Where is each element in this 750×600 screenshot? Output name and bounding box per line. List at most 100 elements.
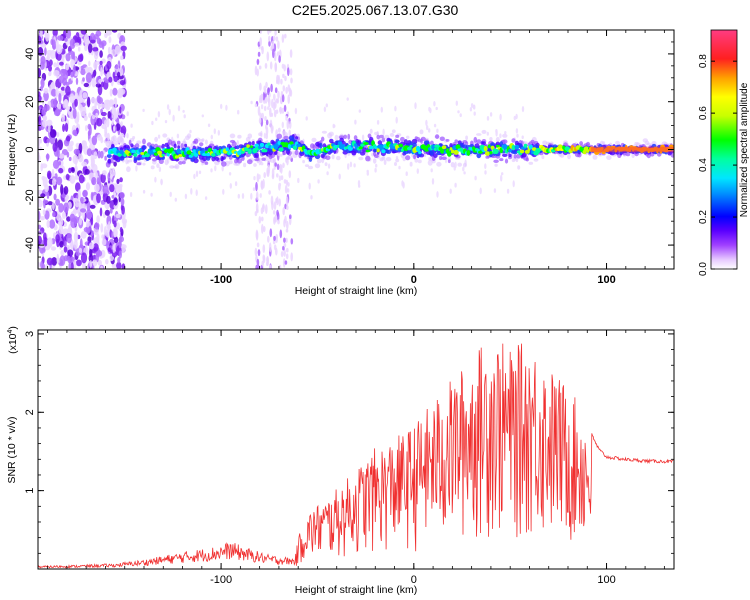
- spectrogram-noise-cell: [68, 156, 72, 162]
- spectrogram-noise-cell: [83, 227, 90, 233]
- spectrogram-noise-cell: [256, 258, 260, 266]
- spectrogram-band-cell: [646, 142, 651, 146]
- spectrogram-noise-cell: [40, 216, 45, 221]
- spectrogram-noise-cell: [182, 109, 185, 113]
- spectrogram-band-cell: [409, 144, 413, 148]
- spectrogram-band-cell: [499, 158, 504, 162]
- spectrogram-band-cell: [132, 136, 136, 140]
- spectrogram-band-cell: [499, 141, 504, 147]
- spectrogram-noise-cell: [90, 216, 94, 226]
- spectrogram-band-cell: [412, 142, 417, 148]
- spectrogram-noise-cell: [65, 85, 71, 96]
- spectrogram-noise-cell: [270, 112, 274, 117]
- spectrogram-band-cell: [462, 162, 467, 168]
- spectrogram-noise-cell: [48, 71, 52, 77]
- spectrogram-noise-cell: [276, 173, 279, 178]
- spectrogram-band-cell: [360, 151, 366, 156]
- spectrogram-noise-cell: [100, 111, 107, 117]
- spectrogram-noise-cell: [99, 150, 104, 159]
- spectrogram-noise-cell: [88, 112, 92, 119]
- spectrogram-noise-cell: [214, 165, 217, 172]
- spectrogram-noise-cell: [280, 175, 284, 181]
- spectrogram-band-cell: [229, 133, 236, 139]
- spectrogram-noise-cell: [221, 165, 224, 172]
- spectrogram-noise-cell: [119, 132, 125, 138]
- spectrogram-band-cell: [493, 148, 499, 154]
- spectrogram-noise-cell: [236, 140, 239, 147]
- spectrogram-noise-cell: [155, 117, 158, 121]
- spectrogram-noise-cell: [60, 184, 64, 195]
- spectrogram-noise-cell: [40, 55, 46, 65]
- spectrogram-noise-cell: [116, 178, 120, 184]
- spectrogram-noise-cell: [261, 216, 264, 222]
- spectrogram-noise-cell: [40, 193, 46, 198]
- spectrogram-band-cell: [162, 133, 168, 138]
- spectrogram-noise-cell: [262, 244, 266, 254]
- spectrogram-noise-cell: [52, 211, 56, 218]
- spectrogram-noise-cell: [264, 88, 267, 94]
- spectrogram-noise-cell: [53, 62, 57, 68]
- spectrogram-noise-cell: [428, 128, 431, 133]
- spectrogram-noise-cell: [338, 173, 341, 180]
- spectrogram-band-cell: [311, 137, 317, 143]
- spectrogram-band-cell: [173, 143, 177, 149]
- spectrogram-noise-cell: [157, 134, 161, 139]
- spectrogram-band-cell: [406, 149, 413, 154]
- spectrogram-band-cell: [112, 135, 117, 142]
- spectrogram-band-cell: [324, 162, 328, 167]
- spectrogram-band-cell: [260, 162, 264, 166]
- spectrogram-noise-cell: [457, 110, 460, 114]
- spectrogram-band-cell: [150, 165, 155, 170]
- spectrogram-noise-cell: [52, 159, 60, 169]
- spectrogram-noise-cell: [119, 226, 123, 233]
- spectrogram-band-cell: [395, 158, 400, 163]
- spectrogram-noise-cell: [430, 168, 433, 173]
- spectrogram-band-cell: [170, 147, 174, 153]
- spectrogram-band-cell: [205, 152, 211, 157]
- spectrogram-noise-cell: [89, 204, 96, 209]
- spectrogram-noise-cell: [254, 211, 258, 217]
- spectrogram-band-cell: [304, 164, 310, 168]
- spectrogram-band-cell: [407, 146, 412, 151]
- spectrogram-noise-cell: [117, 257, 121, 264]
- spectrogram-band-cell: [504, 158, 509, 164]
- spectrogram-noise-cell: [55, 198, 60, 206]
- colorbar-label: Normalized spectral amplitude: [739, 82, 750, 217]
- spectrogram-band-cell: [466, 149, 471, 156]
- spectrogram-noise-cell: [268, 35, 271, 42]
- spectrogram-noise-cell: [376, 120, 380, 125]
- spectrogram-noise-cell: [210, 134, 213, 140]
- spectrogram-noise-cell: [281, 107, 285, 114]
- spectrogram-band-cell: [379, 134, 384, 139]
- spectrogram-noise-cell: [46, 49, 53, 56]
- spectrogram-noise-cell: [281, 121, 284, 128]
- spectrogram-noise-cell: [74, 202, 80, 208]
- spectrogram-noise-cell: [88, 242, 95, 250]
- spectrogram-noise-cell: [259, 82, 262, 91]
- spectrogram-noise-cell: [237, 193, 240, 199]
- spectrogram-band-cell: [433, 153, 438, 159]
- spectrogram-band-cell: [418, 150, 422, 155]
- spectrogram-noise-cell: [118, 238, 122, 249]
- spectrogram-band-cell: [254, 152, 259, 158]
- spectrogram-noise-cell: [474, 175, 477, 181]
- spectrogram-band-cell: [436, 161, 442, 167]
- spectrogram-noise-cell: [64, 37, 68, 42]
- spectrogram-noise-cell: [275, 98, 279, 103]
- spectrogram-noise-cell: [276, 74, 279, 83]
- spectrogram-x-tick-label: 100: [597, 274, 615, 286]
- spectrogram-band-cell: [263, 149, 268, 153]
- spectrogram-band-cell: [391, 129, 396, 133]
- spectrogram-noise-cell: [281, 63, 285, 69]
- spectrogram-noise-cell: [154, 176, 157, 183]
- spectrogram-band-cell: [481, 129, 487, 134]
- spectrogram-band-cell: [502, 144, 508, 150]
- spectrogram-noise-cell: [210, 168, 213, 173]
- spectrogram-noise-cell: [282, 85, 286, 92]
- spectrogram-noise-cell: [53, 232, 56, 240]
- spectrogram-noise-cell: [269, 119, 273, 129]
- spectrogram-noise-cell: [55, 86, 59, 98]
- spectrogram-noise-cell: [64, 240, 67, 247]
- spectrogram-noise-cell: [46, 170, 52, 180]
- spectrogram-noise-cell: [286, 119, 290, 130]
